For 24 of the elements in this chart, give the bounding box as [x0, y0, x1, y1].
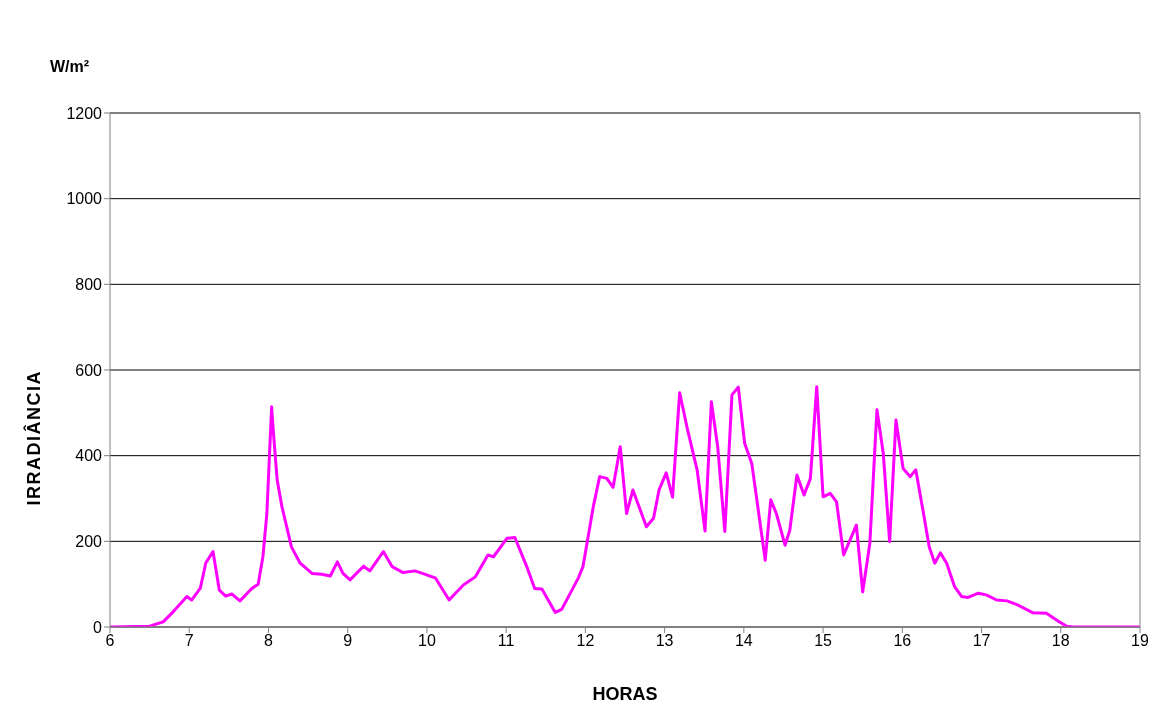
y-tick-label: 1200 — [66, 104, 103, 122]
y-tick-label: 1000 — [66, 190, 103, 208]
y-axis-title: IRRADIÂNCIA — [23, 370, 45, 506]
y-tick-label: 400 — [75, 447, 103, 465]
x-tick-label: 16 — [893, 632, 912, 650]
y-tick-label: 200 — [75, 533, 103, 551]
x-tick-label: 18 — [1051, 632, 1070, 650]
x-tick-label: 9 — [343, 632, 353, 650]
text: W/m² — [50, 58, 90, 76]
y-tick-label: 800 — [75, 276, 103, 294]
x-tick-label: 8 — [264, 632, 274, 650]
x-tick-label: 15 — [814, 632, 833, 650]
x-tick-label: 19 — [1131, 632, 1149, 650]
x-tick-label: 13 — [655, 632, 674, 650]
y-tick-label: 0 — [93, 618, 103, 636]
x-tick-label: 7 — [184, 632, 194, 650]
x-tick-label: 12 — [576, 632, 595, 650]
x-tick-label: 14 — [734, 632, 753, 650]
x-axis-title: HORAS — [592, 684, 658, 704]
x-tick-label: 11 — [497, 632, 515, 650]
x-tick-label: 10 — [418, 632, 436, 650]
x-tick-label: 6 — [105, 632, 115, 650]
x-tick-label: 17 — [972, 632, 991, 650]
y-tick-label: 600 — [75, 361, 103, 379]
